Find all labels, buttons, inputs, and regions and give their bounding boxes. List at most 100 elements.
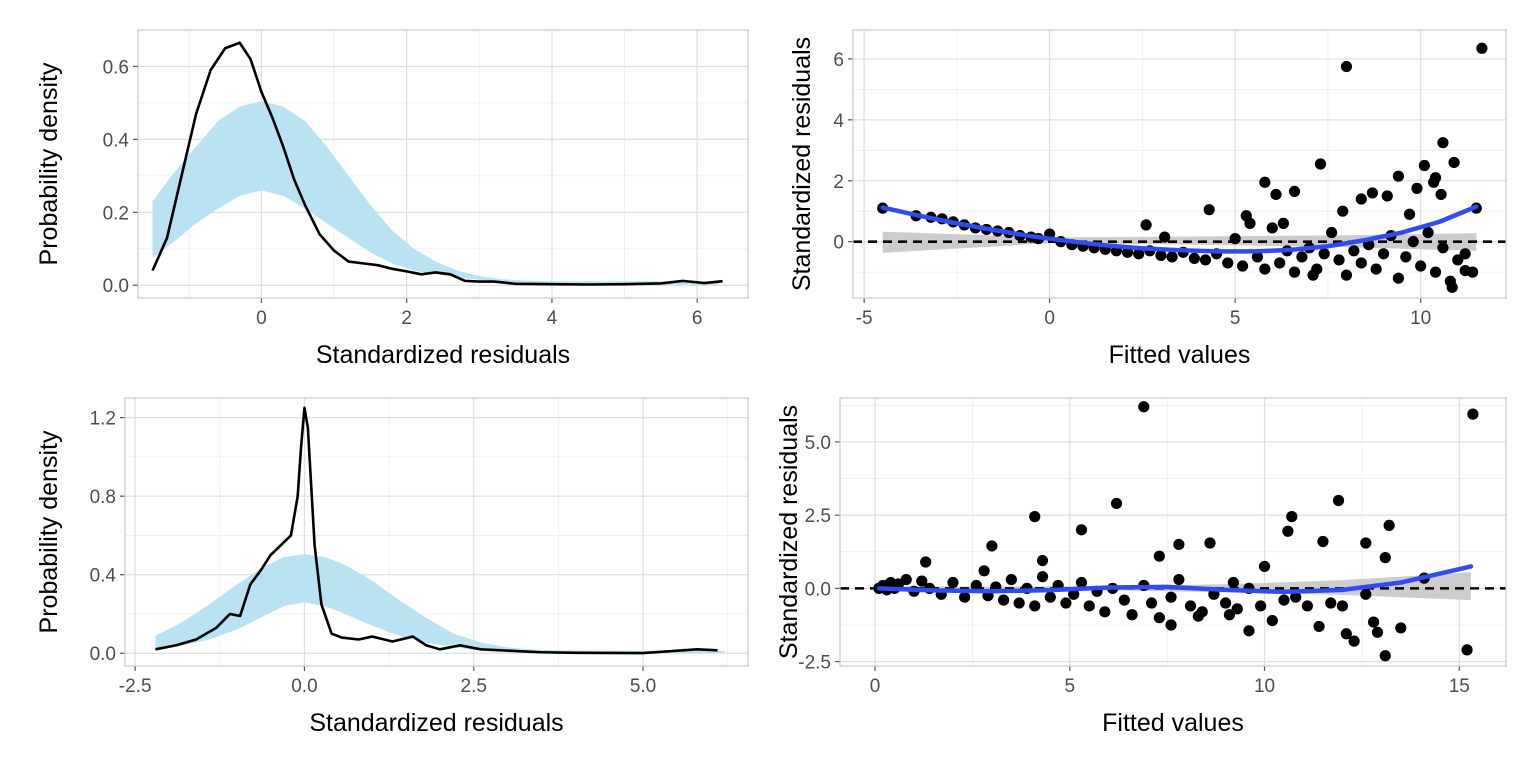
data-point	[1446, 281, 1458, 293]
panel-residuals-bottom: 0 5 10 15 -2.5 0.0 2.5 5.0 Fitted values Standard…	[775, 397, 1507, 737]
x-tick-label: 10	[1254, 676, 1275, 697]
data-point	[1231, 603, 1243, 615]
data-point	[1229, 233, 1241, 245]
data-point	[1317, 535, 1329, 548]
data-point	[1407, 236, 1419, 248]
y-tick-label: 0.4	[90, 566, 117, 587]
smooth-fit-line	[876, 564, 1474, 595]
y-tick-label: 6	[833, 50, 844, 71]
data-point	[997, 594, 1010, 606]
data-point	[1371, 626, 1384, 638]
data-point	[1159, 231, 1171, 243]
data-point	[1325, 597, 1337, 609]
y-axis-title: Standardized residuals	[775, 405, 803, 659]
data-point	[1348, 245, 1360, 257]
data-point	[1379, 650, 1391, 662]
data-point	[1392, 272, 1405, 284]
data-point	[1110, 497, 1123, 510]
data-point	[1288, 185, 1301, 198]
data-point	[1383, 519, 1395, 532]
data-point	[1199, 254, 1212, 266]
data-point	[1288, 266, 1301, 278]
data-point	[1366, 187, 1379, 199]
data-point	[1476, 42, 1488, 54]
x-axis-title: Standardized residuals	[309, 709, 563, 737]
panel-border	[852, 29, 1507, 299]
x-tick-label: 0.0	[291, 676, 317, 697]
data-point	[1377, 248, 1390, 260]
y-tick-label: 0.4	[103, 130, 130, 151]
x-axis-title: Fitted values	[1109, 341, 1251, 369]
data-point	[1340, 269, 1353, 281]
observed-density-line	[151, 41, 723, 286]
data-point	[1415, 260, 1427, 272]
x-tick-label: -5	[856, 308, 873, 329]
data-point	[1278, 594, 1290, 606]
data-point	[1418, 159, 1430, 172]
y-tick-label: 1.2	[90, 409, 116, 430]
data-point	[1259, 263, 1271, 275]
y-tick-label: 0.2	[103, 203, 129, 224]
data-point	[1153, 612, 1165, 624]
data-point	[1240, 210, 1252, 222]
data-point	[1255, 600, 1267, 612]
data-point	[1337, 205, 1349, 217]
x-tick-label: 10	[1410, 308, 1431, 329]
observed-density-line	[155, 406, 718, 655]
x-tick-label: -2.5	[119, 676, 152, 697]
data-point	[1452, 254, 1464, 266]
data-point	[1461, 644, 1473, 656]
y-tick-label: 0.0	[103, 276, 129, 297]
data-point	[1290, 591, 1302, 603]
x-tick-label: 0	[256, 308, 267, 329]
data-point	[1307, 269, 1319, 281]
x-tick-label: 15	[1449, 676, 1470, 697]
data-point	[1282, 525, 1294, 537]
data-point	[978, 565, 990, 577]
data-point	[1243, 625, 1255, 637]
data-point	[1332, 494, 1345, 507]
panel-residuals-top: -5 0 5 10 0 2 4 6 Fitted values Standardized resi…	[788, 29, 1507, 369]
data-point	[1326, 226, 1338, 239]
x-tick-label: 0	[870, 676, 881, 697]
y-tick-label: 0	[833, 233, 844, 254]
data-point	[1251, 251, 1264, 263]
data-point	[1459, 248, 1471, 260]
panel-border	[124, 397, 749, 667]
data-point	[1428, 176, 1440, 188]
data-point	[1360, 537, 1372, 549]
y-tick-label: 0.0	[90, 644, 116, 665]
data-point	[920, 556, 932, 568]
data-point	[1348, 635, 1360, 647]
data-point	[970, 579, 982, 592]
x-tick-label: 2.5	[461, 676, 487, 697]
data-point	[1173, 538, 1185, 551]
data-point	[1099, 606, 1111, 618]
data-point	[1060, 597, 1072, 609]
panel-density-top: 0 2 4 6 0.0 0.2 0.4 0.6 Standardized residuals Pr…	[35, 29, 749, 369]
x-tick-label: 5	[1065, 676, 1076, 697]
data-point	[1355, 193, 1367, 205]
y-tick-label: 2	[833, 172, 844, 193]
data-point	[1223, 609, 1236, 621]
data-point	[1258, 560, 1271, 573]
data-point	[1083, 600, 1095, 612]
data-point	[1313, 620, 1325, 633]
data-point	[1266, 615, 1278, 627]
x-axis-title: Standardized residuals	[316, 341, 570, 369]
data-point	[1029, 511, 1041, 523]
data-point	[1318, 248, 1330, 260]
data-point	[1367, 616, 1380, 628]
data-point	[1437, 242, 1449, 254]
data-point	[1118, 594, 1130, 606]
data-point	[1286, 511, 1298, 523]
x-tick-label: 0	[1044, 308, 1055, 329]
data-point	[1075, 576, 1088, 589]
data-point	[1259, 176, 1271, 188]
data-point	[1379, 552, 1391, 564]
data-point	[1044, 591, 1056, 603]
data-point	[1340, 60, 1353, 73]
data-point	[1133, 248, 1145, 260]
